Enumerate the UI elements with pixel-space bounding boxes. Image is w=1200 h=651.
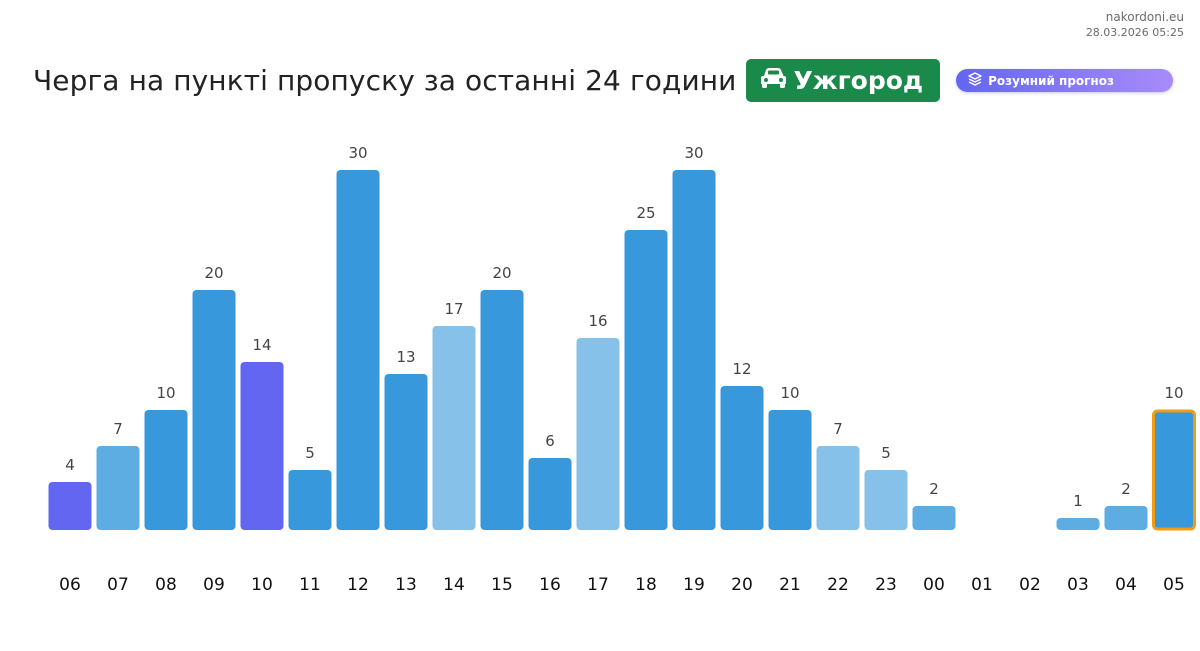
hour-label-13: 13: [395, 575, 417, 595]
site-name: nakordoni.eu: [1105, 10, 1184, 24]
bar-00: [912, 506, 956, 530]
value-label-23: 5: [881, 444, 891, 462]
bar-09: [192, 290, 236, 530]
bar-23: [864, 470, 908, 530]
hour-label-12: 12: [347, 575, 369, 595]
bar-15: [480, 290, 524, 530]
value-label-12: 30: [348, 144, 367, 162]
hour-label-15: 15: [491, 575, 513, 595]
value-label-09: 20: [204, 264, 223, 282]
value-label-05: 10: [1164, 384, 1183, 402]
hour-label-06: 06: [59, 575, 81, 595]
value-label-15: 20: [492, 264, 511, 282]
location-name: Ужгород: [793, 66, 924, 95]
bar-10: [240, 362, 284, 530]
value-label-04: 2: [1121, 480, 1131, 498]
bar-18: [624, 230, 668, 530]
hour-label-10: 10: [251, 575, 273, 595]
value-label-18: 25: [636, 204, 655, 222]
value-label-00: 2: [929, 480, 939, 498]
bar-22: [816, 446, 860, 530]
value-label-19: 30: [684, 144, 703, 162]
value-label-14: 17: [444, 300, 463, 318]
hour-label-00: 00: [923, 575, 945, 595]
hour-label-21: 21: [779, 575, 801, 595]
bar-17: [576, 338, 620, 530]
value-label-21: 10: [780, 384, 799, 402]
hour-label-05: 05: [1163, 575, 1185, 595]
bar-06: [48, 482, 92, 530]
chart-header: Черга на пункті пропуску за останні 24 г…: [33, 59, 1174, 102]
hour-label-04: 04: [1115, 575, 1137, 595]
hour-label-16: 16: [539, 575, 561, 595]
smart-forecast-label: Розумний прогноз: [988, 73, 1114, 88]
hour-label-19: 19: [683, 575, 705, 595]
bar-20: [720, 386, 764, 530]
value-label-08: 10: [156, 384, 175, 402]
hour-label-02: 02: [1019, 575, 1041, 595]
bar-19: [672, 170, 716, 530]
value-label-22: 7: [833, 420, 843, 438]
value-label-11: 5: [305, 444, 315, 462]
hour-label-11: 11: [299, 575, 321, 595]
page-title: Черга на пункті пропуску за останні 24 г…: [33, 64, 737, 97]
hour-label-22: 22: [827, 575, 849, 595]
layers-icon: [968, 72, 988, 89]
location-badge: Ужгород: [746, 59, 941, 102]
hour-label-01: 01: [971, 575, 993, 595]
hour-label-17: 17: [587, 575, 609, 595]
hour-label-07: 07: [107, 575, 129, 595]
value-label-16: 6: [545, 432, 555, 450]
site-info: nakordoni.eu 28.03.2026 05:25: [1086, 9, 1184, 41]
bar-14: [432, 326, 476, 530]
bar-08: [144, 410, 188, 530]
value-label-10: 14: [252, 336, 271, 354]
hour-label-18: 18: [635, 575, 657, 595]
timestamp: 28.03.2026 05:25: [1085, 26, 1184, 39]
hour-label-03: 03: [1067, 575, 1089, 595]
value-label-20: 12: [732, 360, 751, 378]
value-label-13: 13: [396, 348, 415, 366]
bar-03: [1056, 518, 1100, 530]
value-label-17: 16: [588, 312, 607, 330]
value-label-07: 7: [113, 420, 123, 438]
hour-label-14: 14: [443, 575, 465, 595]
bar-12: [336, 170, 380, 530]
bar-13: [384, 374, 428, 530]
value-label-06: 4: [65, 456, 75, 474]
hour-label-09: 09: [203, 575, 225, 595]
bar-21: [768, 410, 812, 530]
car-icon: [760, 66, 793, 95]
bar-07: [96, 446, 140, 530]
hour-label-20: 20: [731, 575, 753, 595]
smart-forecast-button[interactable]: Розумний прогноз: [956, 69, 1174, 92]
bar-16: [528, 458, 572, 530]
bar-04: [1104, 506, 1148, 530]
hour-label-23: 23: [875, 575, 897, 595]
hour-label-08: 08: [155, 575, 177, 595]
bar-11: [288, 470, 332, 530]
value-label-03: 1: [1073, 492, 1083, 510]
bar-05-current: [1152, 409, 1196, 531]
